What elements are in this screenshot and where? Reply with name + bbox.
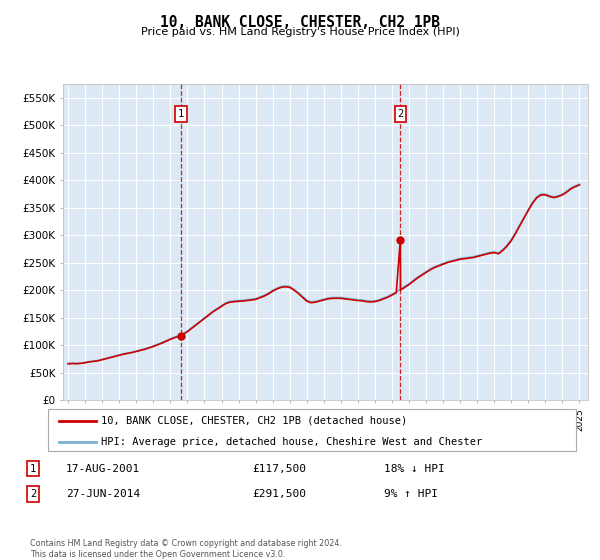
Text: 2: 2 (30, 489, 36, 499)
Text: £291,500: £291,500 (252, 489, 306, 499)
Text: 2: 2 (397, 109, 403, 119)
Text: 10, BANK CLOSE, CHESTER, CH2 1PB (detached house): 10, BANK CLOSE, CHESTER, CH2 1PB (detach… (101, 416, 407, 426)
FancyBboxPatch shape (48, 409, 576, 451)
Text: Contains HM Land Registry data © Crown copyright and database right 2024.
This d: Contains HM Land Registry data © Crown c… (30, 539, 342, 559)
Text: Price paid vs. HM Land Registry's House Price Index (HPI): Price paid vs. HM Land Registry's House … (140, 27, 460, 37)
Text: 17-AUG-2001: 17-AUG-2001 (66, 464, 140, 474)
Text: 9% ↑ HPI: 9% ↑ HPI (384, 489, 438, 499)
Text: 1: 1 (178, 109, 184, 119)
Text: 1: 1 (30, 464, 36, 474)
Text: £117,500: £117,500 (252, 464, 306, 474)
Text: 18% ↓ HPI: 18% ↓ HPI (384, 464, 445, 474)
Text: 10, BANK CLOSE, CHESTER, CH2 1PB: 10, BANK CLOSE, CHESTER, CH2 1PB (160, 15, 440, 30)
Text: 27-JUN-2014: 27-JUN-2014 (66, 489, 140, 499)
Text: HPI: Average price, detached house, Cheshire West and Chester: HPI: Average price, detached house, Ches… (101, 437, 482, 446)
